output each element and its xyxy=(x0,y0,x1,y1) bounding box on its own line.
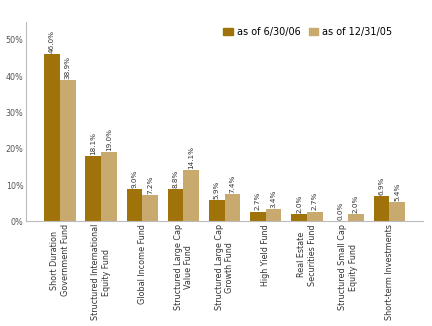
Text: 2.7%: 2.7% xyxy=(255,192,261,210)
Text: 18.1%: 18.1% xyxy=(90,132,96,155)
Text: 2.7%: 2.7% xyxy=(312,192,318,210)
Bar xyxy=(266,209,281,221)
Text: 19.0%: 19.0% xyxy=(106,128,112,151)
Text: 14.1%: 14.1% xyxy=(188,146,194,169)
Text: 7.2%: 7.2% xyxy=(147,176,153,194)
Bar xyxy=(374,196,389,221)
Bar xyxy=(209,200,225,221)
Bar xyxy=(307,212,323,221)
Text: 8.8%: 8.8% xyxy=(172,170,178,188)
Text: 5.4%: 5.4% xyxy=(394,182,400,200)
Bar xyxy=(44,54,60,221)
Text: 7.4%: 7.4% xyxy=(229,175,235,193)
Text: 2.0%: 2.0% xyxy=(296,195,302,213)
Bar xyxy=(60,80,76,221)
Bar xyxy=(101,152,117,221)
Bar xyxy=(168,189,184,221)
Bar xyxy=(142,195,158,221)
Text: 3.4%: 3.4% xyxy=(270,189,276,208)
Bar xyxy=(291,214,307,221)
Text: 6.9%: 6.9% xyxy=(378,177,384,195)
Text: 46.0%: 46.0% xyxy=(49,30,55,53)
Bar xyxy=(389,202,405,221)
Bar xyxy=(348,214,364,221)
Text: 9.0%: 9.0% xyxy=(131,169,137,187)
Bar xyxy=(127,189,142,221)
Bar xyxy=(250,212,266,221)
Bar xyxy=(225,194,240,221)
Bar xyxy=(184,170,199,221)
Legend: as of 6/30/06, as of 12/31/05: as of 6/30/06, as of 12/31/05 xyxy=(222,25,394,38)
Text: 2.0%: 2.0% xyxy=(353,195,359,213)
Text: 5.9%: 5.9% xyxy=(214,180,220,199)
Bar xyxy=(86,156,101,221)
Text: 38.9%: 38.9% xyxy=(65,56,71,79)
Text: 0.0%: 0.0% xyxy=(337,202,343,220)
